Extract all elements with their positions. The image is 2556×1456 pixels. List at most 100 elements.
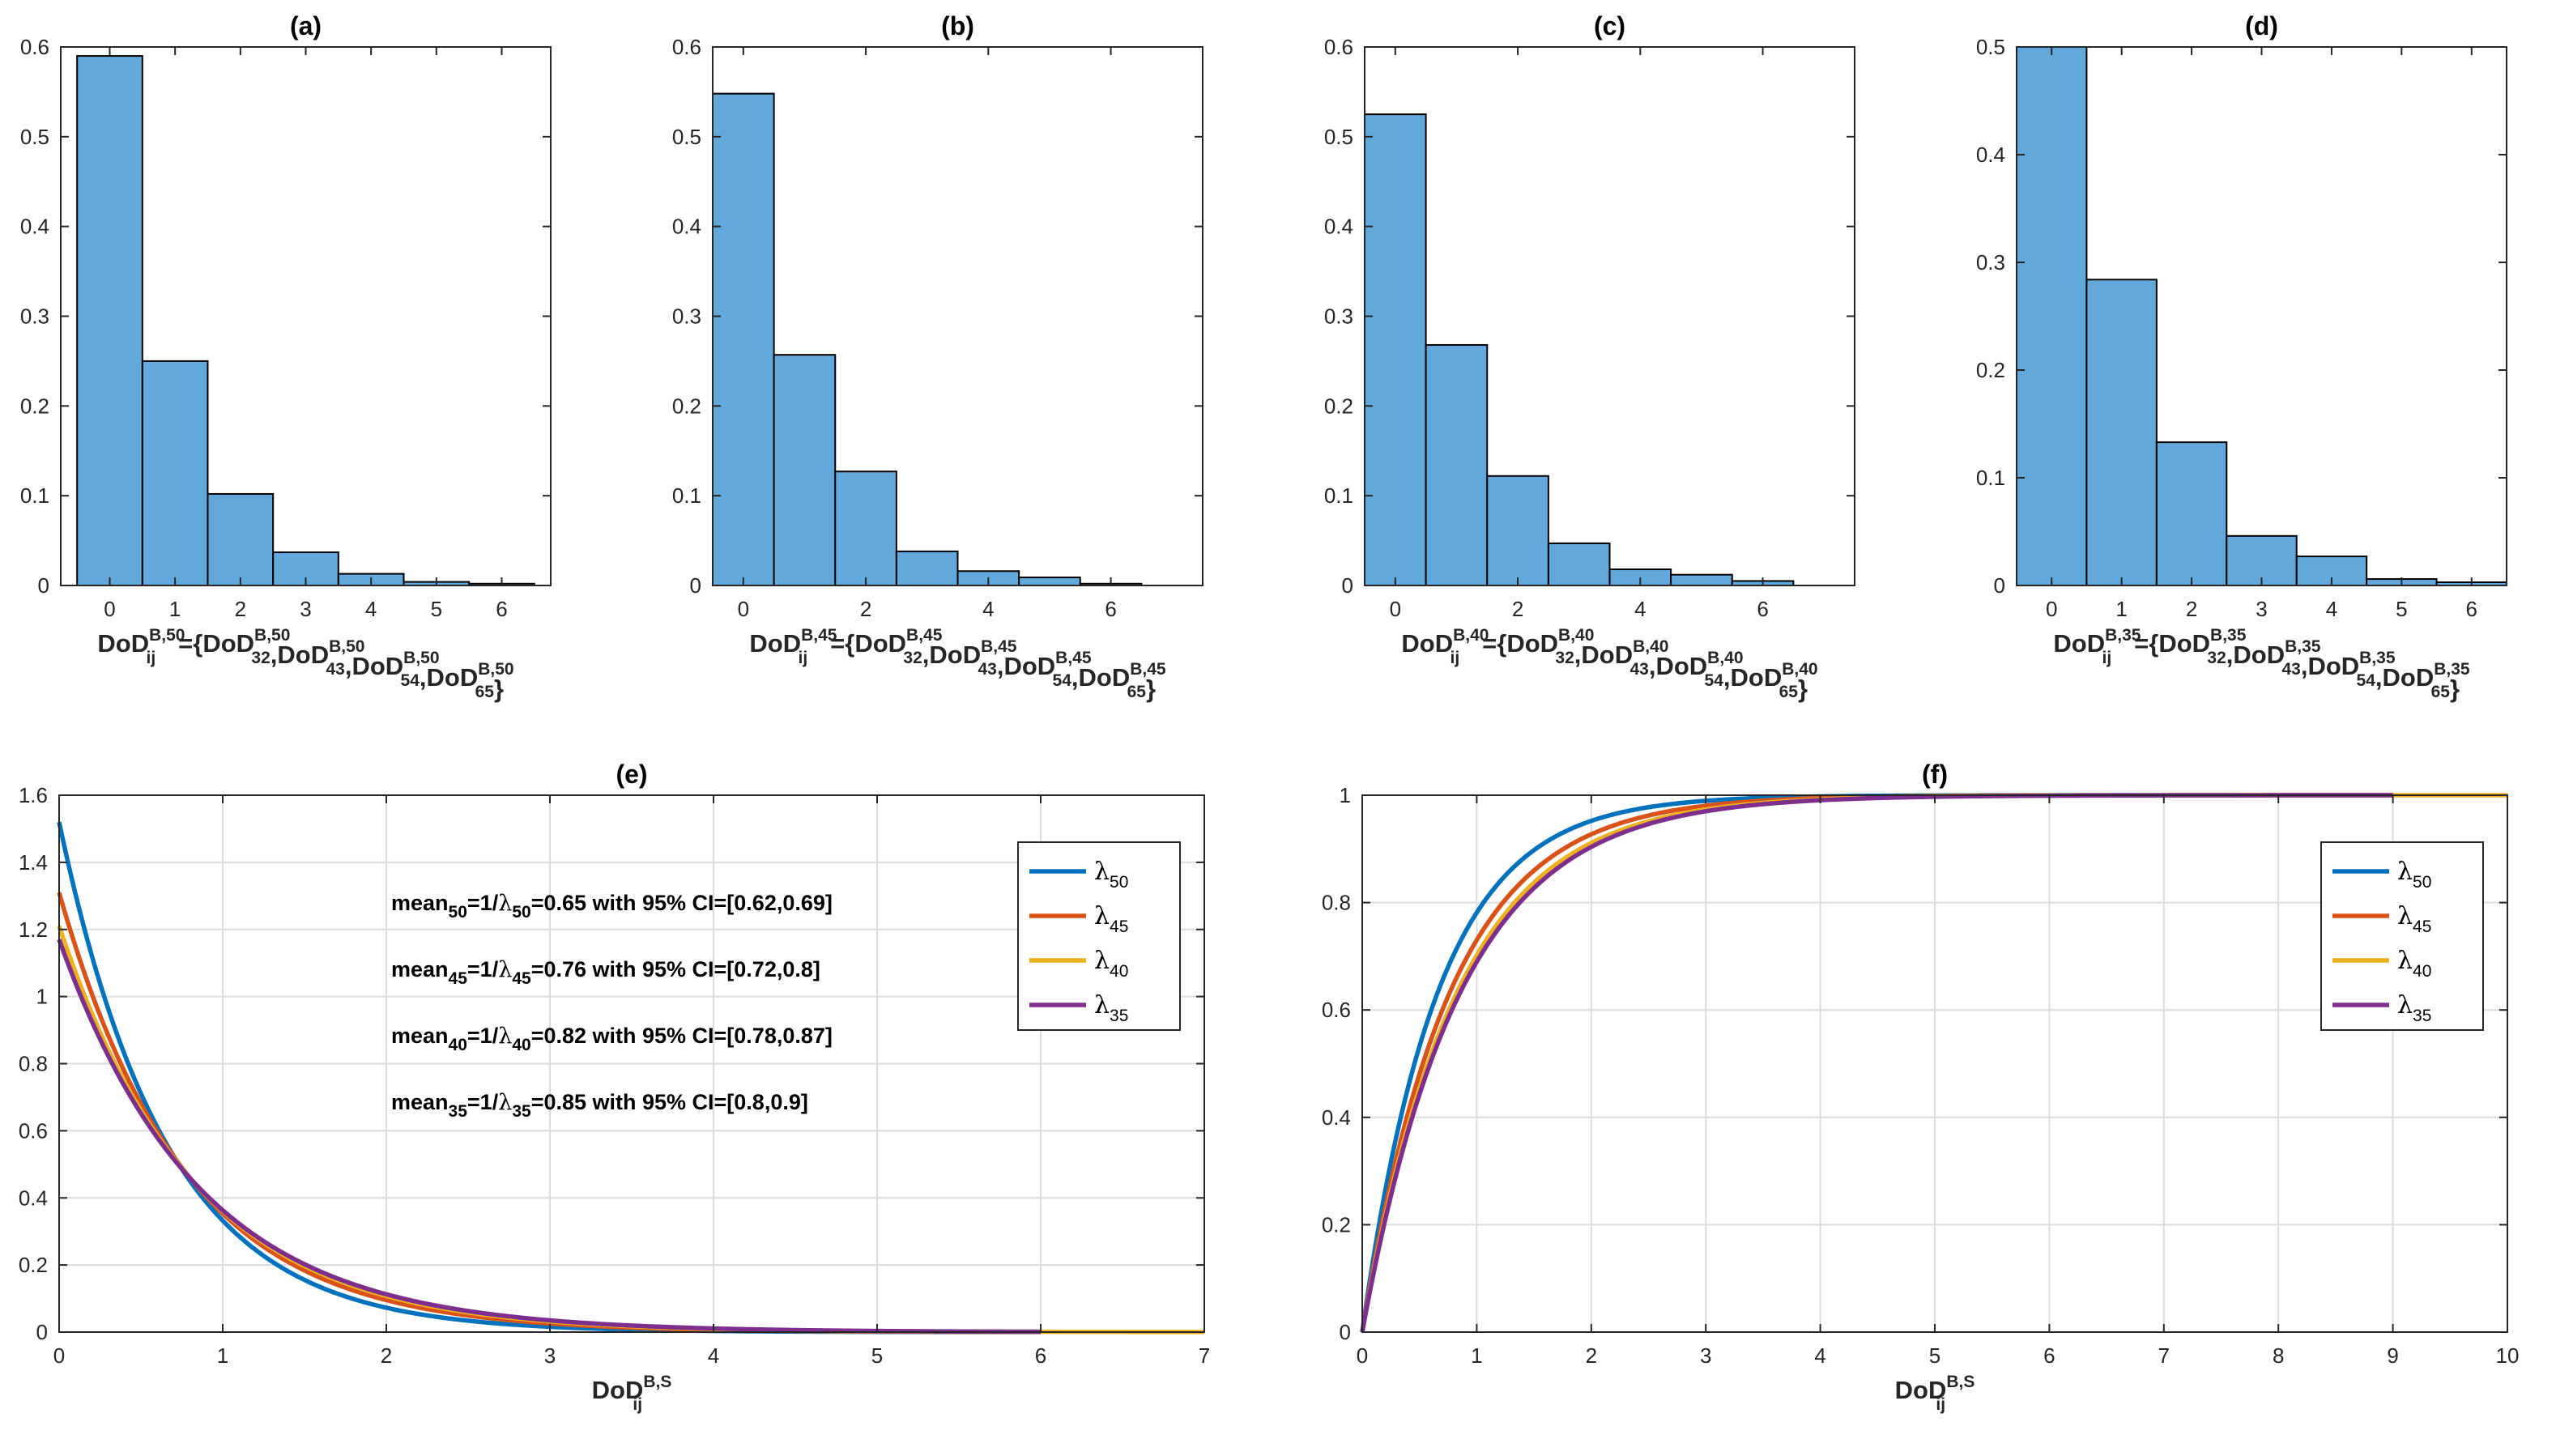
label-part: 43 bbox=[978, 660, 996, 679]
label-part: } bbox=[494, 675, 504, 703]
label-part: B,45 bbox=[1055, 649, 1092, 667]
bar bbox=[2155, 441, 2228, 586]
y-tick-label: 0.4 bbox=[20, 215, 49, 239]
legend-entry-35: λ35 bbox=[1094, 991, 1128, 1025]
label-part: λ bbox=[2397, 858, 2413, 886]
label-part: 50 bbox=[1110, 873, 1128, 892]
x-tick-label: 3 bbox=[544, 1343, 556, 1368]
label-part: DoD bbox=[592, 1376, 644, 1404]
label-part: λ bbox=[498, 1024, 512, 1049]
y-tick-label: 0.6 bbox=[672, 35, 701, 59]
x-tick-label: 10 bbox=[2496, 1343, 2520, 1368]
x-tick-label: 4 bbox=[365, 597, 377, 621]
label-part: mean bbox=[391, 1024, 449, 1048]
x-tick-label: 6 bbox=[1105, 597, 1116, 621]
x-tick-label: 2 bbox=[381, 1343, 392, 1368]
x-axis-label: DoDB,S ij bbox=[1895, 1373, 1975, 1414]
label-part: DoD bbox=[929, 641, 981, 669]
y-tick-label: 0.4 bbox=[1322, 1105, 1351, 1130]
y-tick-label: 0.3 bbox=[20, 304, 49, 329]
bar bbox=[2085, 279, 2158, 586]
y-tick-label: 0.4 bbox=[1976, 143, 2005, 167]
label-part: B,40 bbox=[1453, 626, 1489, 645]
label-part: B,40 bbox=[1633, 637, 1668, 656]
series-line-35 bbox=[1360, 793, 2393, 1333]
y-tick-label: 0.8 bbox=[1322, 891, 1351, 915]
label-part: 35 bbox=[2413, 1007, 2431, 1025]
label-part: 43 bbox=[2281, 660, 2300, 679]
y-tick-label: 0.1 bbox=[1324, 483, 1353, 508]
label-part: DoD bbox=[351, 652, 403, 680]
chart-title: (a) bbox=[290, 11, 322, 40]
label-part: mean bbox=[391, 891, 449, 915]
y-tick-label: 0.5 bbox=[1324, 125, 1353, 149]
y-tick-label: 0 bbox=[1340, 1320, 1351, 1344]
label-part: DoD bbox=[97, 629, 149, 658]
panel-a: 0 1 2 3 4 5 600.10.20.30.40.50.6(a)DoDB,50 ij={… bbox=[20, 11, 552, 703]
label-part: B,S bbox=[643, 1373, 671, 1391]
legend-entry-45: λ45 bbox=[2397, 902, 2431, 936]
label-part: , bbox=[922, 641, 930, 669]
x-tick-label: 3 bbox=[2256, 597, 2267, 621]
series-line-50 bbox=[1360, 793, 2393, 1333]
bar bbox=[1364, 113, 1427, 586]
label-part: B,40 bbox=[1558, 626, 1594, 645]
bar bbox=[141, 360, 209, 586]
label-part: λ bbox=[1094, 902, 1110, 930]
label-part: 40 bbox=[449, 1036, 467, 1054]
label-part: DoD bbox=[2307, 652, 2359, 680]
label-part: B,40 bbox=[1782, 660, 1817, 679]
label-part: ij bbox=[146, 649, 155, 667]
y-tick-label: 0.4 bbox=[1324, 215, 1353, 239]
label-part: λ bbox=[2397, 991, 2413, 1020]
y-tick-label: 0.2 bbox=[20, 394, 49, 418]
x-tick-label: 5 bbox=[2396, 597, 2407, 621]
label-part: λ bbox=[1094, 947, 1110, 975]
y-tick-label: 0.5 bbox=[20, 125, 49, 149]
label-part: B,50 bbox=[149, 626, 185, 645]
bar bbox=[2226, 534, 2298, 587]
label-part: ={ bbox=[830, 629, 854, 658]
label-part: B,S bbox=[1946, 1373, 1975, 1391]
y-tick-label: 0.8 bbox=[19, 1052, 48, 1076]
y-tick-label: 0.6 bbox=[20, 35, 49, 59]
chart-title: (f) bbox=[1922, 760, 1948, 789]
x-tick-label: 7 bbox=[1199, 1343, 1210, 1368]
label-part: mean bbox=[391, 1090, 449, 1114]
x-tick-label: 6 bbox=[2466, 597, 2477, 621]
label-part: DoD bbox=[202, 629, 254, 658]
label-part: DoD bbox=[749, 629, 801, 658]
x-tick-label: 1 bbox=[217, 1343, 228, 1368]
y-tick-label: 0.6 bbox=[1324, 35, 1353, 59]
label-part: 50 bbox=[2413, 873, 2431, 892]
label-part: B,40 bbox=[1707, 649, 1743, 667]
y-tick-label: 0.2 bbox=[1324, 394, 1353, 418]
label-part: ij bbox=[2102, 649, 2111, 667]
label-part: DoD bbox=[2053, 629, 2105, 658]
label-part: 40 bbox=[1110, 962, 1128, 981]
x-tick-label: 1 bbox=[1471, 1343, 1482, 1368]
panel-b: 0 2 4 600.10.20.30.40.50.6(b)DoDB,45 ij={DoD… bbox=[672, 11, 1203, 703]
chart-title: (b) bbox=[941, 11, 974, 40]
label-part: λ bbox=[498, 891, 512, 916]
label-part: DoD bbox=[1895, 1376, 1947, 1404]
label-part: ={ bbox=[178, 629, 202, 658]
y-tick-label: 0.4 bbox=[672, 215, 701, 239]
y-tick-label: 0.3 bbox=[1324, 304, 1353, 329]
x-tick-label: 4 bbox=[982, 597, 994, 621]
label-part: 50 bbox=[512, 903, 530, 922]
label-part: 35 bbox=[449, 1102, 468, 1121]
label-part: 32 bbox=[251, 649, 270, 667]
label-part: DoD bbox=[1506, 629, 1558, 658]
label-part: } bbox=[1146, 675, 1156, 703]
label-part: , bbox=[1574, 641, 1582, 669]
label-part: , bbox=[1723, 663, 1731, 692]
label-part: =0.65 with 95% CI=[0.62,0.69] bbox=[531, 891, 833, 915]
bar bbox=[773, 354, 837, 586]
x-tick-label: 2 bbox=[1512, 597, 1523, 621]
y-tick-label: 0.6 bbox=[19, 1118, 48, 1143]
y-tick-label: 0 bbox=[1342, 573, 1353, 598]
label-part: ij bbox=[633, 1395, 642, 1414]
